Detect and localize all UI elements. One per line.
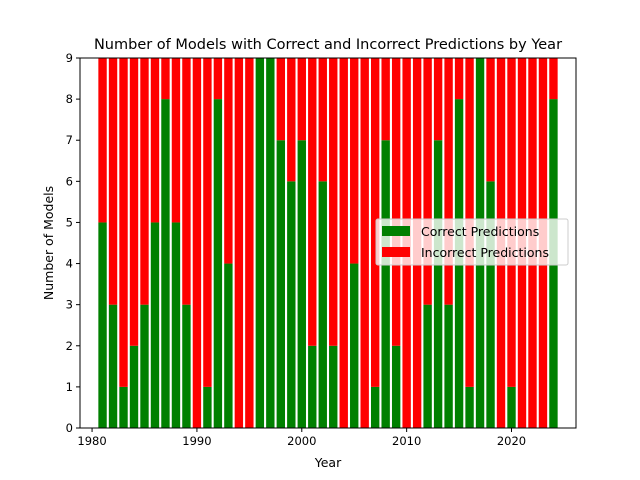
bar-correct-1985 <box>140 304 149 428</box>
legend-swatch-correct <box>382 226 410 236</box>
y-tick-label-9: 9 <box>66 51 73 65</box>
bar-incorrect-2001 <box>308 58 317 346</box>
y-tick-label-6: 6 <box>66 174 73 188</box>
bar-incorrect-1998 <box>276 58 286 141</box>
bar-correct-2003 <box>329 345 338 428</box>
bar-incorrect-2006 <box>360 58 369 428</box>
bar-correct-1991 <box>203 386 212 428</box>
bar-correct-1983 <box>119 386 128 428</box>
x-tick-label-2020: 2020 <box>497 434 526 448</box>
x-axis: 1980 1990 2000 2010 2020 <box>77 428 526 448</box>
bar-correct-2020 <box>507 386 516 428</box>
bar-correct-1982 <box>108 304 118 428</box>
y-tick-label-7: 7 <box>66 133 73 147</box>
bar-incorrect-1982 <box>108 58 118 305</box>
legend-label-correct: Correct Predictions <box>421 224 539 239</box>
bar-correct-2016 <box>465 386 474 428</box>
y-tick-label-2: 2 <box>66 339 73 353</box>
bar-correct-2002 <box>318 181 327 428</box>
bar-correct-2005 <box>350 263 359 428</box>
bar-incorrect-1994 <box>234 58 244 428</box>
legend-box <box>375 218 569 266</box>
bar-correct-1986 <box>150 222 160 428</box>
bar-incorrect-2015 <box>454 58 464 100</box>
bar-correct-2014 <box>444 304 453 428</box>
bar-correct-1992 <box>213 99 223 428</box>
bar-incorrect-2007 <box>370 58 380 387</box>
bar-incorrect-1990 <box>192 58 202 428</box>
chart-title: Number of Models with Correct and Incorr… <box>94 37 562 53</box>
y-tick-label-3: 3 <box>66 298 73 312</box>
bar-correct-1998 <box>276 140 286 428</box>
bar-incorrect-2009 <box>391 58 401 346</box>
bar-correct-1987 <box>161 99 170 428</box>
y-tick-label-8: 8 <box>66 92 73 106</box>
y-axis: 0 1 2 3 4 5 6 7 8 9 <box>66 51 80 435</box>
bar-correct-2008 <box>381 140 390 428</box>
bar-correct-2007 <box>370 386 380 428</box>
bar-correct-2000 <box>297 140 306 428</box>
bar-incorrect-1981 <box>98 58 107 223</box>
bar-incorrect-2002 <box>318 58 327 182</box>
bar-incorrect-1991 <box>203 58 212 387</box>
legend-swatch-incorrect <box>382 247 410 257</box>
bar-incorrect-2012 <box>423 58 432 305</box>
bar-incorrect-2008 <box>381 58 390 141</box>
bar-correct-1996 <box>255 58 265 428</box>
bar-incorrect-2014 <box>444 58 453 305</box>
bar-incorrect-2013 <box>433 58 443 141</box>
bar-correct-1999 <box>287 181 296 428</box>
bar-incorrect-1984 <box>129 58 139 346</box>
bar-incorrect-2004 <box>339 58 348 428</box>
bar-incorrect-1983 <box>119 58 128 387</box>
bar-correct-1997 <box>266 58 275 428</box>
legend-label-incorrect: Incorrect Predictions <box>421 245 549 260</box>
x-tick-label-1980: 1980 <box>77 434 106 448</box>
bar-incorrect-1993 <box>224 58 233 264</box>
y-tick-label-1: 1 <box>66 380 73 394</box>
bar-incorrect-1985 <box>140 58 149 305</box>
bar-incorrect-2018 <box>486 58 495 182</box>
bar-incorrect-1989 <box>182 58 191 305</box>
bar-incorrect-1995 <box>245 58 254 428</box>
y-tick-label-0: 0 <box>66 421 73 435</box>
x-tick-label-1990: 1990 <box>182 434 211 448</box>
y-axis-label: Number of Models <box>41 186 56 300</box>
x-tick-label-2010: 2010 <box>392 434 421 448</box>
y-tick-label-5: 5 <box>66 215 73 229</box>
bar-incorrect-1988 <box>171 58 181 223</box>
y-tick-label-4: 4 <box>66 257 73 271</box>
bar-correct-2012 <box>423 304 432 428</box>
bar-incorrect-2005 <box>350 58 359 264</box>
bar-incorrect-1986 <box>150 58 160 223</box>
bar-correct-2013 <box>433 140 443 428</box>
bar-correct-1981 <box>98 222 107 428</box>
bar-incorrect-1992 <box>213 58 223 100</box>
plot-frame <box>79 57 577 429</box>
bar-correct-2018 <box>486 181 495 428</box>
bar-correct-1988 <box>171 222 181 428</box>
bar-correct-1984 <box>129 345 139 428</box>
bar-correct-1993 <box>224 263 233 428</box>
bar-correct-2009 <box>391 345 401 428</box>
bar-incorrect-1987 <box>161 58 170 100</box>
legend: Correct Predictions Incorrect Prediction… <box>375 218 569 266</box>
bar-correct-1989 <box>182 304 191 428</box>
x-axis-label: Year <box>314 455 342 470</box>
x-tick-label-2000: 2000 <box>287 434 316 448</box>
bar-correct-2001 <box>308 345 317 428</box>
bar-incorrect-1999 <box>287 58 296 182</box>
bar-incorrect-2003 <box>329 58 338 346</box>
bar-incorrect-2000 <box>297 58 306 141</box>
bar-incorrect-2024 <box>549 58 558 100</box>
